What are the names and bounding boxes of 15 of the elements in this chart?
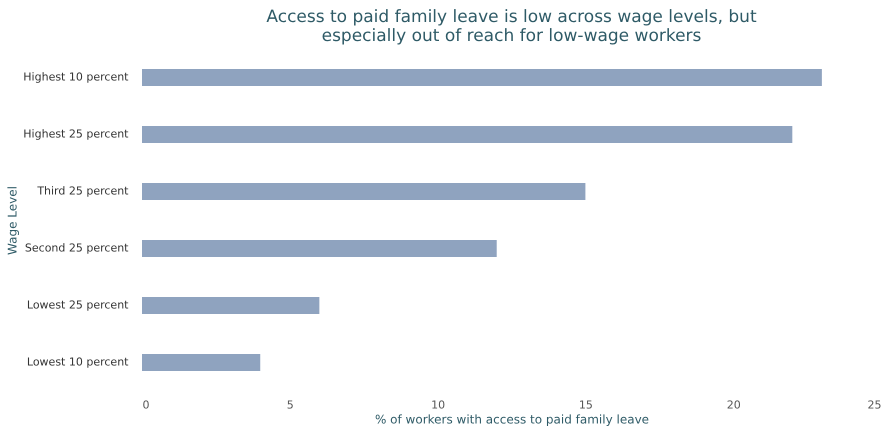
y-tick-label: Highest 10 percent [23,70,130,84]
chart-title: Access to paid family leave is low across wage levels, but especially out of reach for low-wage workers [266,7,757,46]
y-axis-title: Wage Level [5,186,20,255]
y-tick-label: Lowest 25 percent [26,298,130,312]
x-tick-label: 25 [868,398,882,412]
x-axis-title: % of workers with access to paid family leave [374,412,650,426]
y-tick-label: Second 25 percent [24,242,130,254]
x-tick-label: 20 [726,398,741,412]
y-tick-label: Lowest 10 percent [26,356,130,368]
x-tick-label: 5 [286,398,294,412]
y-tick-label: Third 25 percent [36,184,130,198]
x-tick-label: 15 [578,398,593,412]
x-tick-label: 10 [431,398,446,412]
x-tick-label: 0 [142,398,150,412]
y-tick-label: Highest 25 percent [23,128,130,140]
